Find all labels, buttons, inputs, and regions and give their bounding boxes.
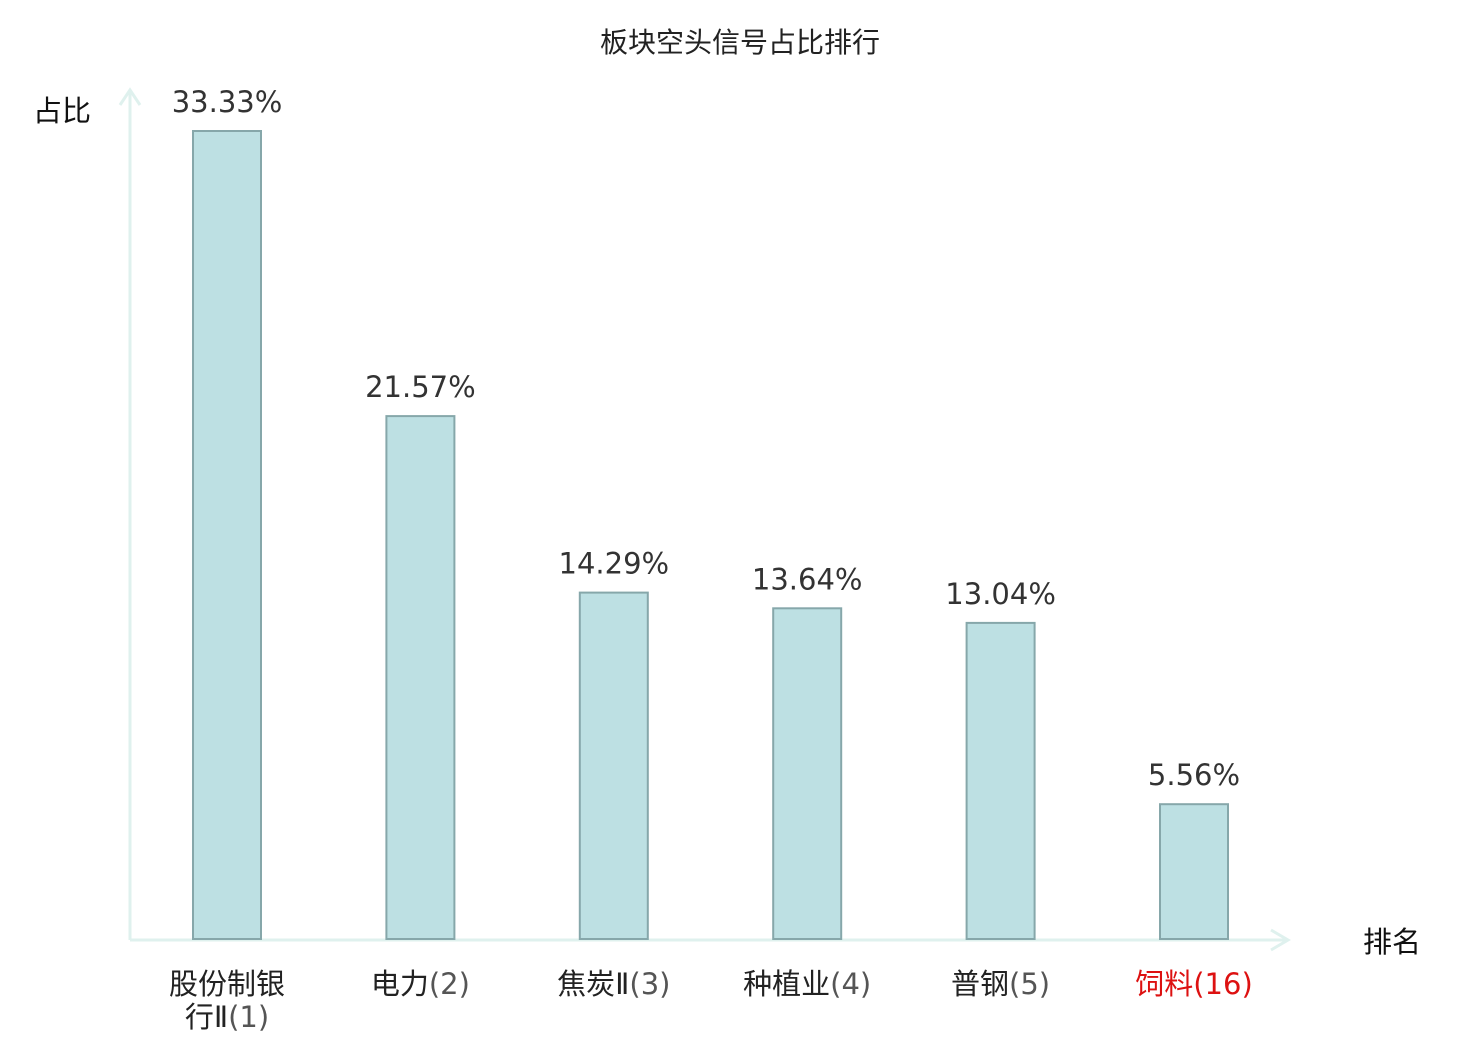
category-rank: (16) [1193,967,1253,1001]
value-labels: 33.33% 21.57% 14.29% 13.64% 13.04% 5.56% [172,85,1240,792]
category-label-2: 电力(2) [371,967,470,1001]
category-rank: (4) [830,967,871,1001]
chart-title: 板块空头信号占比排行 [600,26,880,59]
value-label-3: 14.29% [559,547,670,581]
value-label-4: 13.64% [752,562,863,596]
y-axis-label: 占比 [33,94,91,128]
value-label-2: 21.57% [365,370,476,404]
category-name: 种植业 [743,967,830,1001]
category-rank: (2) [429,967,470,1001]
value-label-1: 33.33% [172,85,283,119]
value-label-5: 13.04% [945,577,1056,611]
category-label-3: 焦炭Ⅱ(3) [557,967,670,1001]
bar-6 [1159,803,1229,941]
category-name: 股份制银 [169,967,285,1001]
bar-5 [965,621,1036,941]
category-name: 行Ⅱ [185,1000,228,1034]
y-axis-arrow-icon [118,87,142,106]
category-label-1-line-1: 股份制银 [169,967,285,1001]
bar-3 [578,591,649,940]
category-rank: (1) [228,1000,269,1034]
bar-1 [192,130,262,940]
category-name: 电力 [371,967,429,1001]
category-name: 普钢 [951,967,1009,1001]
bar-4 [772,607,843,940]
category-label-1-line-2: 行Ⅱ(1) [185,1000,269,1034]
x-axis-arrow-icon [1270,928,1291,952]
category-label-5: 普钢(5) [951,967,1050,1001]
bar-series [192,130,1229,941]
axes [118,87,1291,952]
bar-2 [385,415,456,941]
category-label-4: 种植业(4) [743,967,871,1001]
value-label-6: 5.56% [1148,758,1240,792]
category-name: 焦炭Ⅱ [557,967,629,1001]
category-rank: (5) [1009,967,1050,1001]
x-axis-label: 排名 [1363,925,1421,959]
category-label-6: 饲料(16) [1135,967,1253,1001]
category-rank: (3) [629,967,670,1001]
category-name: 饲料 [1135,967,1193,1001]
